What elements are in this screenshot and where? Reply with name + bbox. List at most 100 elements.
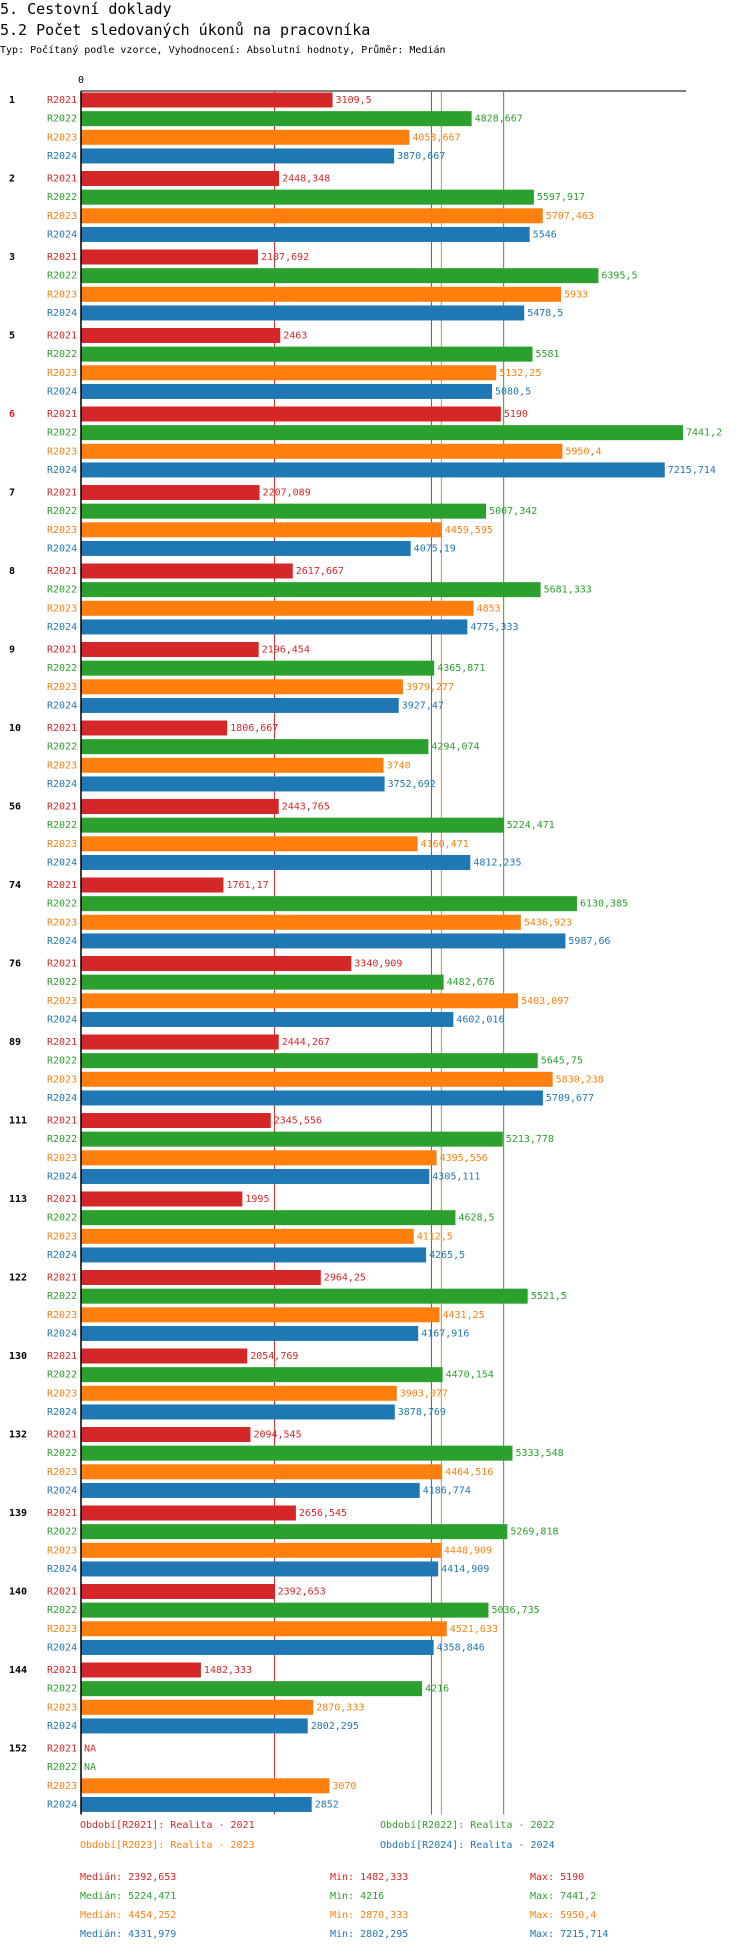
- bar: [81, 660, 435, 676]
- value-label: 4186,774: [423, 1485, 471, 1496]
- series-label: R2024: [47, 1250, 77, 1261]
- bar: [81, 933, 566, 949]
- value-label: 4395,556: [440, 1153, 488, 1164]
- group-label: 140: [9, 1587, 27, 1598]
- bar: [81, 268, 599, 284]
- series-label: R2024: [47, 465, 77, 476]
- value-label: 4058,667: [412, 132, 460, 143]
- series-label: R2021: [47, 1665, 77, 1676]
- bar: [81, 1681, 423, 1697]
- bar: [81, 1131, 503, 1147]
- series-label: R2024: [47, 622, 77, 633]
- series-label: R2021: [47, 566, 77, 577]
- value-label: 5597,917: [537, 192, 585, 203]
- series-label: R2021: [47, 409, 77, 420]
- group-label: 3: [9, 252, 15, 263]
- bar: [81, 1288, 528, 1304]
- bar: [81, 1191, 243, 1207]
- bar: [81, 1168, 430, 1184]
- value-label: 4775,333: [470, 622, 518, 633]
- group-label: 139: [9, 1508, 27, 1519]
- bar: [81, 1385, 397, 1401]
- group-label: 132: [9, 1430, 27, 1441]
- series-label: R2022: [47, 271, 77, 282]
- series-label: R2022: [47, 585, 77, 596]
- group-label: 113: [9, 1194, 27, 1205]
- stat-median-r2022: Medián: 5224,471: [80, 1891, 177, 1902]
- group-label: 130: [9, 1351, 27, 1362]
- series-label: R2021: [47, 1508, 77, 1519]
- value-label: 2802,295: [311, 1721, 359, 1732]
- bar: [81, 1228, 414, 1244]
- legend-r2022: Období[R2022]: Realita - 2022: [380, 1820, 555, 1831]
- stat-max-r2022: Max: 7441,2: [530, 1891, 597, 1902]
- series-label: R2022: [47, 899, 77, 910]
- stat-median-r2024: Medián: 4331,979: [80, 1929, 177, 1940]
- value-label: 5581: [536, 349, 560, 360]
- series-label: R2021: [47, 95, 77, 106]
- value-label: 5190: [504, 409, 528, 420]
- series-label: R2022: [47, 1213, 77, 1224]
- value-label: 6130,385: [580, 899, 628, 910]
- value-label: 1995: [245, 1194, 269, 1205]
- value-label: 5269,818: [510, 1527, 558, 1538]
- series-label: R2023: [47, 446, 77, 457]
- bar: [81, 1584, 275, 1599]
- bar: [81, 1482, 420, 1498]
- bar: [81, 877, 224, 893]
- series-label: R2023: [47, 839, 77, 850]
- stat-max-r2024: Max: 7215,714: [530, 1929, 609, 1940]
- bar: [81, 817, 504, 833]
- series-label: R2022: [47, 820, 77, 831]
- group-label: 2: [9, 174, 15, 185]
- bar: [81, 956, 352, 971]
- value-label: 4265,5: [429, 1250, 465, 1261]
- series-label: R2021: [47, 1744, 77, 1755]
- series-label: R2021: [47, 488, 77, 499]
- value-label: 2094,545: [253, 1430, 301, 1441]
- series-label: R2023: [47, 1153, 77, 1164]
- value-label: 2054,769: [250, 1351, 298, 1362]
- value-label: 5830,238: [556, 1074, 604, 1085]
- series-label: R2021: [47, 880, 77, 891]
- series-label: R2022: [47, 1605, 77, 1616]
- bar: [81, 1602, 489, 1618]
- value-label: 2463: [283, 331, 307, 342]
- bar: [81, 1325, 419, 1341]
- value-label: 5436,923: [524, 917, 572, 928]
- value-label: 4160,471: [421, 839, 469, 850]
- value-label: 4075,19: [414, 543, 456, 554]
- bar: [81, 993, 519, 1009]
- value-label: 5478,5: [527, 308, 563, 319]
- value-label: 3109,5: [336, 95, 372, 106]
- value-label: 3979,277: [406, 682, 454, 693]
- value-label: 2444,267: [282, 1037, 330, 1048]
- series-label: R2022: [47, 1134, 77, 1145]
- bar: [81, 1307, 440, 1323]
- value-label: 3752,692: [388, 779, 436, 790]
- bar: [81, 1542, 441, 1558]
- value-label: NA: [84, 1744, 96, 1755]
- series-label: R2023: [47, 1467, 77, 1478]
- series-label: R2022: [47, 114, 77, 125]
- value-label: 2207,089: [263, 488, 311, 499]
- value-label: 4853: [477, 603, 501, 614]
- value-label: 4828,667: [475, 114, 523, 125]
- series-label: R2023: [47, 132, 77, 143]
- series-label: R2023: [47, 1702, 77, 1713]
- value-label: 5403,097: [521, 996, 569, 1007]
- bar: [81, 365, 497, 381]
- series-label: R2023: [47, 368, 77, 379]
- group-label: 144: [9, 1665, 27, 1676]
- bar: [81, 1090, 543, 1106]
- value-label: 5681,333: [544, 585, 592, 596]
- bar: [81, 1270, 321, 1285]
- chart-description: Typ: Počítaný podle vzorce, Vyhodnocení:…: [0, 45, 446, 56]
- bar: [81, 1150, 437, 1166]
- group-label: 10: [9, 723, 21, 734]
- bar: [81, 1210, 456, 1226]
- series-label: R2024: [47, 308, 77, 319]
- legend-r2021: Období[R2021]: Realita - 2021: [80, 1820, 255, 1831]
- bar: [81, 679, 403, 695]
- value-label: 4464,516: [445, 1467, 493, 1478]
